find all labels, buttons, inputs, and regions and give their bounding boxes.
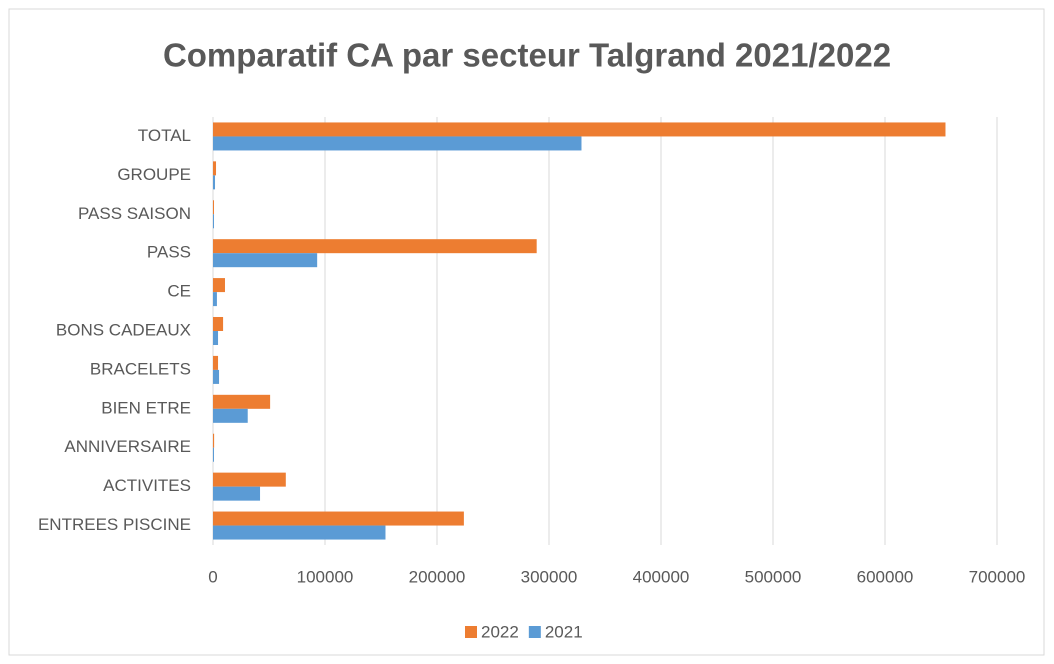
y-tick-label: BIEN ETRE: [101, 398, 191, 417]
bar: [213, 408, 248, 423]
legend-swatch: [528, 626, 541, 638]
bar: [213, 316, 224, 331]
legend-swatch: [465, 626, 477, 638]
bar: [213, 136, 582, 151]
bar: [213, 200, 214, 215]
y-tick-label: ANNIVERSAIRE: [64, 437, 191, 456]
legend-label: 2022: [481, 622, 519, 641]
x-tick-label: 0: [208, 567, 217, 586]
y-tick-label: PASS SAISON: [78, 204, 191, 223]
bar: [213, 525, 386, 540]
chart-border: [8, 8, 1045, 656]
bar: [213, 447, 214, 462]
bar: [213, 486, 261, 501]
bar: [213, 214, 214, 229]
chart-title: Comparatif CA par secteur Talgrand 2021/…: [163, 37, 891, 74]
bar: [213, 122, 946, 137]
y-tick-label: BRACELETS: [90, 359, 191, 378]
bar: [213, 511, 464, 526]
x-tick-label: 300000: [521, 567, 578, 586]
y-tick-label: PASS: [147, 243, 191, 262]
bar: [213, 433, 215, 448]
bar: [213, 355, 219, 370]
y-tick-label: CE: [167, 282, 191, 301]
y-tick-label: GROUPE: [117, 165, 191, 184]
bar: [213, 253, 318, 268]
x-tick-label: 200000: [409, 567, 466, 586]
x-tick-label: 400000: [633, 567, 690, 586]
bar: [213, 394, 271, 409]
bar: [213, 278, 225, 293]
bar: [213, 369, 220, 384]
y-tick-label: ACTIVITES: [103, 476, 191, 495]
bar: [213, 161, 217, 176]
bar: [213, 239, 537, 254]
legend-label: 2021: [545, 622, 583, 641]
y-tick-label: TOTAL: [138, 126, 191, 145]
bar: [213, 175, 216, 190]
bar: [213, 472, 286, 487]
bar: [213, 292, 217, 307]
x-tick-label: 600000: [857, 567, 914, 586]
y-tick-label: ENTREES PISCINE: [38, 515, 191, 534]
x-tick-label: 100000: [297, 567, 354, 586]
y-tick-label: BONS CADEAUX: [56, 320, 191, 339]
x-tick-label: 500000: [745, 567, 802, 586]
bar: [213, 331, 219, 346]
x-tick-label: 700000: [969, 567, 1026, 586]
